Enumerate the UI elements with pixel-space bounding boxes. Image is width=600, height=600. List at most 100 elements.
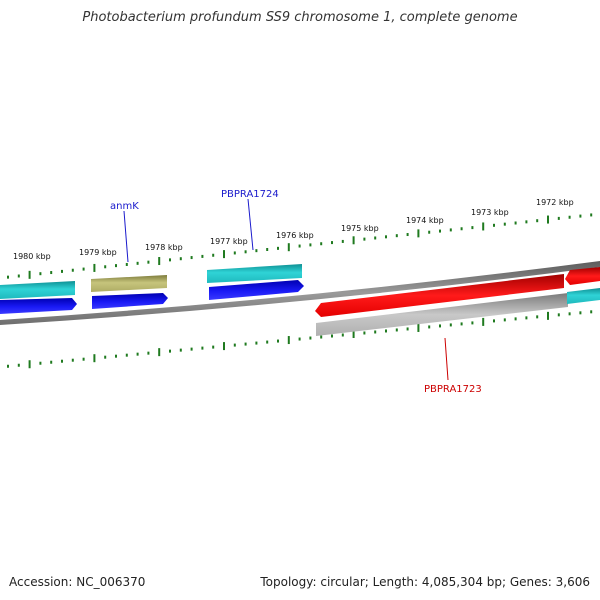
- gene-PBPRA1724[interactable]: [207, 264, 302, 283]
- lower-tick-mark: [536, 315, 539, 319]
- lower-tick-mark: [568, 312, 571, 316]
- lower-tick-mark: [201, 346, 204, 350]
- lower-tick-mark: [503, 318, 506, 322]
- upper-tick-mark: [255, 249, 258, 253]
- upper-tick-mark: [244, 250, 247, 254]
- reverse-tick-ring: [7, 310, 593, 369]
- lower-tick-mark: [514, 317, 517, 321]
- upper-tick-mark: [82, 267, 85, 271]
- lower-tick-mark: [557, 313, 560, 317]
- gene-blue-mid[interactable]: [92, 293, 168, 309]
- gene-blue-right[interactable]: [209, 280, 304, 300]
- upper-tick-mark: [287, 243, 290, 252]
- leader-PBPRA1724: [247, 198, 254, 251]
- forward-tick-ring: [7, 213, 593, 279]
- lower-tick-mark: [61, 359, 63, 363]
- label-PBPRA1723[interactable]: PBPRA1723: [424, 384, 482, 395]
- upper-tick-mark: [547, 215, 549, 224]
- lower-tick-mark: [93, 354, 96, 363]
- lower-tick-mark: [223, 342, 225, 351]
- map-title: Photobacterium profundum SS9 chromosome …: [82, 10, 518, 25]
- upper-tick-mark: [309, 243, 312, 247]
- lower-tick-mark: [439, 324, 441, 328]
- upper-tick-mark: [525, 220, 528, 224]
- lower-tick-mark: [428, 325, 431, 329]
- upper-tick-mark: [125, 262, 128, 266]
- upper-tick-mark: [50, 271, 53, 275]
- lower-tick-mark: [212, 345, 215, 349]
- tick-label-1978: 1978 kbp: [145, 243, 183, 252]
- upper-tick-mark: [320, 242, 323, 246]
- upper-tick-mark: [115, 264, 117, 268]
- lower-tick-mark: [104, 355, 107, 359]
- tick-label-1979: 1979 kbp: [79, 248, 117, 257]
- lower-tick-mark: [147, 351, 150, 355]
- lower-tick-mark: [82, 357, 85, 361]
- lower-tick-mark: [374, 330, 377, 334]
- upper-tick-mark: [352, 236, 355, 245]
- upper-tick-mark: [158, 257, 161, 266]
- upper-tick-mark: [374, 236, 377, 240]
- upper-tick-mark: [61, 269, 63, 273]
- upper-tick-mark: [266, 247, 269, 251]
- lower-tick-mark: [449, 323, 452, 327]
- upper-tick-mark: [590, 213, 593, 217]
- upper-tick-mark: [71, 268, 74, 272]
- upper-tick-mark: [277, 246, 279, 250]
- lower-tick-mark: [460, 322, 463, 326]
- upper-tick-mark: [428, 230, 431, 234]
- upper-tick-mark: [385, 235, 387, 239]
- gene-anmK[interactable]: [91, 275, 167, 292]
- lower-tick-mark: [298, 337, 301, 341]
- lower-tick-mark: [7, 364, 9, 368]
- upper-tick-mark: [39, 272, 42, 276]
- lower-tick-mark: [255, 341, 258, 345]
- gene-red-right[interactable]: [565, 267, 600, 285]
- gene-blue-left[interactable]: [0, 298, 77, 314]
- lower-tick-mark: [39, 361, 42, 365]
- label-anmK[interactable]: anmK: [110, 201, 139, 212]
- lower-tick-mark: [385, 329, 387, 333]
- lower-tick-mark: [352, 329, 355, 338]
- gene-PBPRA1723[interactable]: [316, 293, 568, 336]
- lower-tick-mark: [471, 321, 474, 325]
- tick-label-1980: 1980 kbp: [13, 252, 51, 261]
- upper-tick-mark: [93, 263, 96, 272]
- upper-tick-mark: [363, 237, 366, 241]
- upper-tick-mark: [406, 233, 409, 237]
- lower-tick-mark: [169, 349, 171, 353]
- tick-label-1974: 1974 kbp: [406, 216, 444, 225]
- upper-tick-mark: [395, 234, 398, 238]
- upper-tick-mark: [136, 261, 139, 265]
- lower-tick-mark: [493, 319, 495, 323]
- lower-tick-mark: [277, 339, 279, 343]
- upper-tick-mark: [341, 239, 344, 243]
- tick-label-1976: 1976 kbp: [276, 231, 314, 240]
- lower-tick-mark: [233, 343, 236, 347]
- gene-red-long[interactable]: [315, 274, 564, 317]
- upper-tick-mark: [439, 229, 441, 233]
- upper-tick-mark: [233, 251, 236, 255]
- lower-tick-mark: [244, 342, 247, 346]
- upper-tick-mark: [579, 214, 582, 218]
- lower-tick-mark: [125, 353, 128, 357]
- leader-anmK: [123, 210, 129, 263]
- tick-label-1972: 1972 kbp: [536, 198, 574, 207]
- gene-cyan-right[interactable]: [567, 288, 600, 304]
- lower-tick-mark: [341, 333, 344, 337]
- lower-tick-mark: [395, 328, 398, 332]
- upper-tick-mark: [7, 275, 9, 279]
- upper-tick-mark: [223, 250, 225, 259]
- upper-tick-mark: [482, 222, 485, 231]
- tick-label-1973: 1973 kbp: [471, 208, 509, 217]
- lower-tick-mark: [525, 316, 528, 320]
- upper-tick-mark: [503, 222, 506, 226]
- label-PBPRA1724[interactable]: PBPRA1724: [221, 189, 279, 200]
- lower-tick-mark: [266, 340, 269, 344]
- upper-tick-mark: [460, 227, 463, 231]
- chromosome-backbone: [0, 261, 600, 325]
- upper-tick-mark: [201, 254, 204, 258]
- gene-cyan-left[interactable]: [0, 281, 75, 299]
- upper-tick-mark: [514, 221, 517, 225]
